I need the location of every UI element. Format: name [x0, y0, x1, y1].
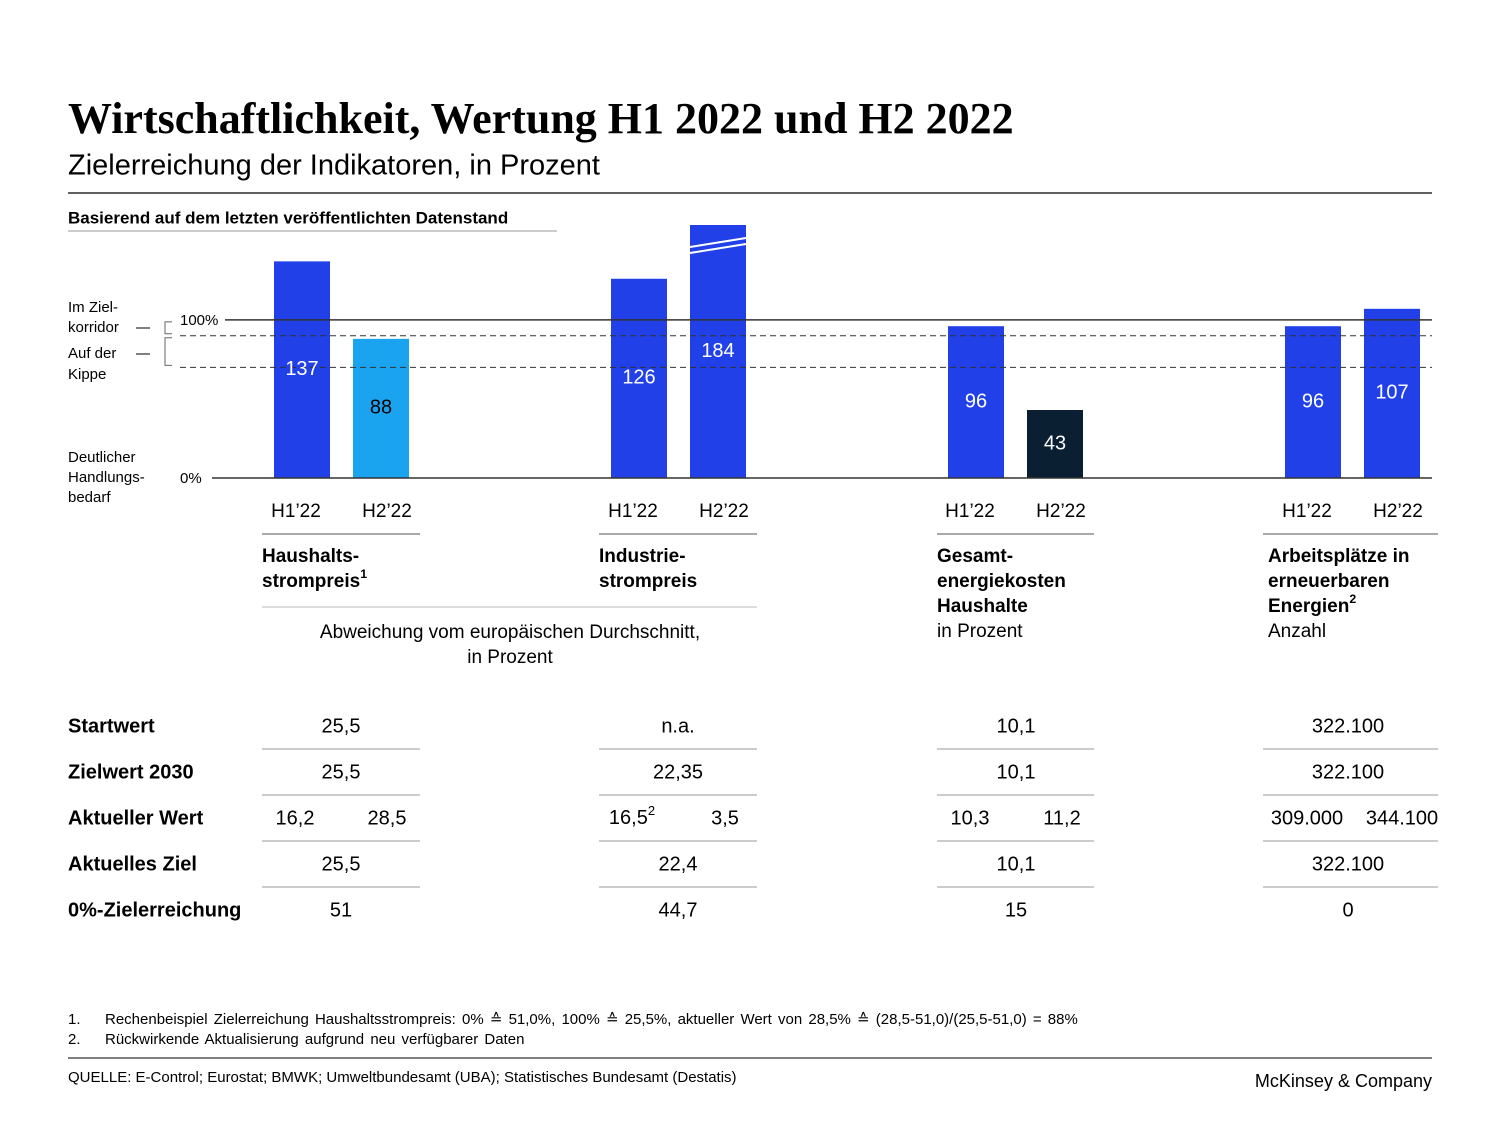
group-name: erneuerbaren: [1268, 571, 1389, 592]
x-tick-label: H1’22: [945, 501, 995, 522]
cell: 344.100: [1366, 807, 1438, 829]
cell: 22,4: [659, 853, 698, 875]
brand: McKinsey & Company: [1255, 1071, 1432, 1091]
group-name: Haushalte: [937, 596, 1028, 617]
value-label: 88: [370, 397, 392, 419]
cell: 16,52: [609, 803, 655, 829]
x-tick-label: H2’22: [1036, 501, 1086, 522]
value-label: 137: [285, 358, 318, 380]
cell: 51: [330, 899, 352, 921]
x-tick-label: H2’22: [699, 501, 749, 522]
x-tick-label: H1’22: [1282, 501, 1332, 522]
break-mark: [689, 237, 747, 248]
cell: 28,5: [368, 807, 407, 829]
group-unit: in Prozent: [937, 621, 1023, 642]
cell: 22,35: [653, 761, 703, 783]
row-label: Aktueller Wert: [68, 807, 204, 829]
basis: Basierend auf dem letzten veröffentlicht…: [68, 208, 508, 227]
cell: 322.100: [1312, 761, 1384, 783]
break-mark: [689, 243, 747, 254]
zone-bracket: [164, 337, 172, 366]
group-name-text: Energien: [1268, 596, 1349, 617]
group-name-sup: 1: [360, 567, 367, 581]
cell: 25,5: [322, 761, 361, 783]
bar: [353, 338, 409, 478]
bar: [690, 225, 746, 479]
cell: 25,5: [322, 715, 361, 737]
value-label: 184: [701, 340, 734, 362]
cell: 11,2: [1043, 807, 1080, 829]
cell: 16,2: [276, 807, 315, 829]
value-label: 96: [1302, 390, 1324, 412]
title: Wirtschaftlichkeit, Wertung H1 2022 und …: [68, 94, 1014, 143]
x-tick-label: H1’22: [271, 501, 321, 522]
cell: 10,3: [951, 807, 990, 829]
cell: 44,7: [659, 899, 698, 921]
zone-label: Auf der: [68, 345, 116, 362]
cell: n.a.: [661, 715, 694, 737]
bar: [948, 326, 1004, 478]
bar: [1285, 326, 1341, 478]
zone-label: korridor: [68, 319, 119, 336]
cell: 15: [1005, 899, 1027, 921]
cell: 10,1: [997, 761, 1036, 783]
value-label: 43: [1044, 432, 1066, 454]
group-name: strompreis1: [262, 567, 367, 592]
zone-label: Kippe: [68, 366, 106, 383]
row-label: 0%-Zielerreichung: [68, 899, 241, 921]
group-name: Energien2: [1268, 592, 1356, 617]
bar: [1364, 308, 1420, 478]
group-name: Arbeitsplätze in: [1268, 546, 1409, 567]
cell: 3,5: [711, 807, 739, 829]
bars: [274, 225, 1420, 479]
zone-label: bedarf: [68, 489, 111, 506]
cell: 10,1: [997, 715, 1036, 737]
group-name-sup: 2: [1349, 592, 1356, 606]
group-name: Gesamt-: [937, 546, 1013, 567]
bar: [1027, 410, 1083, 478]
group-name: strompreis: [599, 571, 697, 592]
zone-label: Handlungs-: [68, 469, 145, 486]
group-name: energiekosten: [937, 571, 1066, 592]
y-tick-label: 100%: [180, 312, 218, 329]
cell: 322.100: [1312, 853, 1384, 875]
zone-label: Im Ziel-: [68, 299, 118, 316]
bar: [274, 261, 330, 478]
group-name-text: strompreis: [262, 571, 360, 592]
value-label: 126: [622, 367, 655, 389]
group-name: Industrie-: [599, 546, 686, 567]
row-label: Aktuelles Ziel: [68, 853, 197, 875]
value-label: 107: [1375, 382, 1408, 404]
bar: [611, 278, 667, 478]
row-label: Startwert: [68, 715, 155, 737]
value-label: 96: [965, 390, 987, 412]
zone-label: Deutlicher: [68, 449, 136, 466]
row-label: Zielwert 2030: [68, 761, 194, 783]
footnote-number: 2.: [68, 1031, 81, 1048]
cell: 322.100: [1312, 715, 1384, 737]
x-tick-label: H1’22: [608, 501, 658, 522]
footnote-text: Rechenbeispiel Zielerreichung Haushaltss…: [105, 1011, 1078, 1028]
source: QUELLE: E-Control; Eurostat; BMWK; Umwel…: [68, 1069, 737, 1086]
y-tick-label: 0%: [180, 470, 202, 487]
group-name: Haushalts-: [262, 546, 359, 567]
x-tick-label: H2’22: [1373, 501, 1423, 522]
footnote-text: Rückwirkende Aktualisierung aufgrund neu…: [105, 1031, 524, 1048]
cell: 0: [1342, 899, 1353, 921]
group-unit: Anzahl: [1268, 621, 1326, 642]
subtitle: Zielerreichung der Indikatoren, in Proze…: [68, 150, 600, 182]
shared-unit: in Prozent: [467, 647, 553, 668]
zone-bracket: [164, 321, 172, 335]
cell: 309.000: [1271, 807, 1343, 829]
x-tick-label: H2’22: [362, 501, 412, 522]
cell-text: 16,5: [609, 807, 648, 829]
shared-unit: Abweichung vom europäischen Durchschnitt…: [320, 622, 700, 643]
cell-sup: 2: [648, 803, 655, 818]
cell: 10,1: [997, 853, 1036, 875]
cell: 25,5: [322, 853, 361, 875]
footnote-number: 1.: [68, 1011, 81, 1028]
